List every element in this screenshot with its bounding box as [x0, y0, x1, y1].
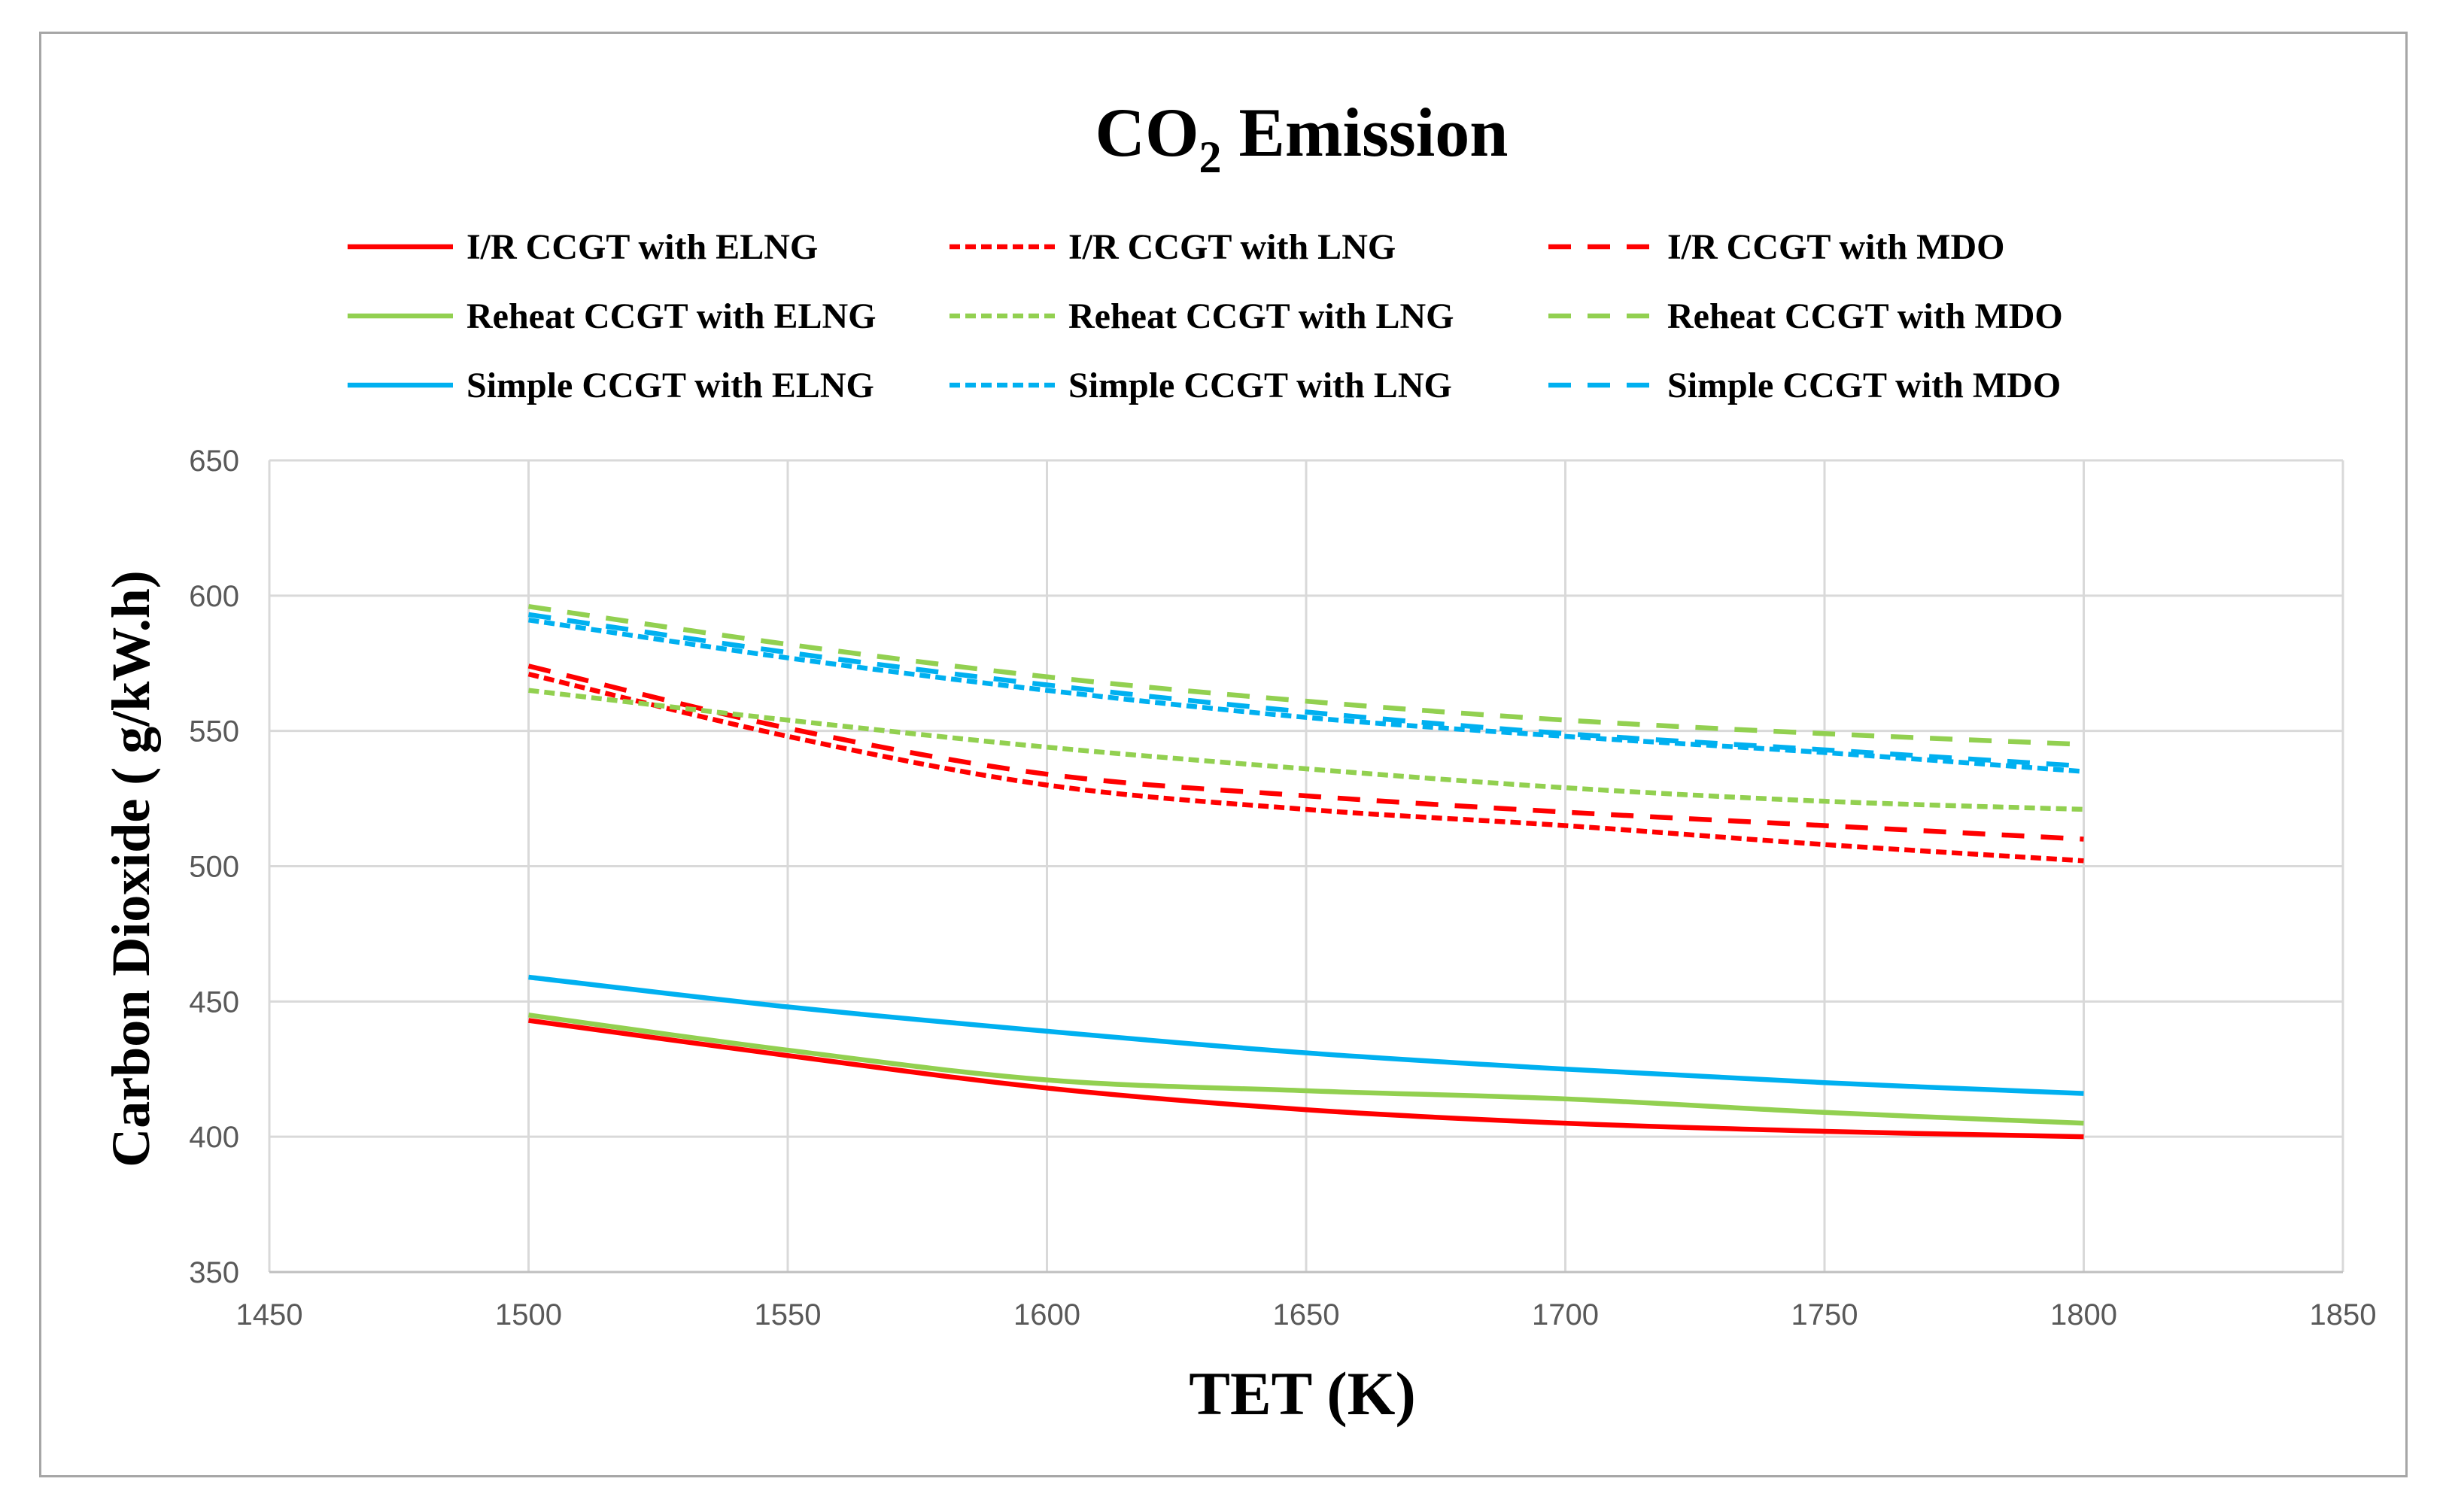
- y-tick-label: 450: [189, 985, 239, 1019]
- series-line: [528, 604, 2084, 747]
- legend-label: Reheat CCGT with LNG: [1068, 296, 1454, 336]
- legend-label: I/R CCGT with LNG: [1068, 227, 1396, 267]
- x-tick-label: 1800: [2050, 1298, 2117, 1331]
- legend: I/R CCGT with ELNG I/R CCGT with LNG I/R C…: [348, 227, 2063, 405]
- y-tick-label: 500: [189, 851, 239, 884]
- series-line: [528, 612, 2084, 769]
- grid: [268, 459, 2344, 1274]
- legend-label: I/R CCGT with ELNG: [466, 227, 818, 267]
- series-line: [527, 663, 2084, 842]
- legend-label: Simple CCGT with LNG: [1068, 366, 1452, 405]
- series-line: [528, 974, 2084, 1096]
- y-tick-label: 650: [189, 445, 239, 478]
- y-tick-label: 550: [189, 715, 239, 748]
- series-line: [527, 671, 2084, 864]
- legend-label: Simple CCGT with ELNG: [466, 366, 874, 405]
- chart-frame: [39, 32, 2408, 1477]
- x-tick-label: 1600: [1013, 1298, 1080, 1331]
- series-line: [528, 1018, 2084, 1140]
- x-tick-label: 1450: [236, 1298, 303, 1331]
- legend-label: Reheat CCGT with MDO: [1667, 296, 2063, 336]
- x-tick-labels: 1450 1500 1550 1600 1650 1700 1750 1800 1850: [236, 1298, 2377, 1331]
- legend-label: Reheat CCGT with ELNG: [466, 296, 876, 336]
- x-tick-label: 1550: [755, 1298, 822, 1331]
- y-tick-label: 350: [189, 1256, 239, 1289]
- y-tick-labels: 350 400 450 500 550 600 650: [189, 445, 239, 1289]
- x-tick-label: 1700: [1532, 1298, 1599, 1331]
- x-axis-title: TET (K): [1189, 1359, 1416, 1428]
- series-line: [528, 688, 2084, 812]
- x-tick-label: 1750: [1791, 1298, 1858, 1331]
- chart-title: CO2 Emission: [1095, 94, 1509, 182]
- y-tick-label: 600: [189, 580, 239, 613]
- x-tick-label: 1500: [495, 1298, 562, 1331]
- x-tick-label: 1650: [1273, 1298, 1340, 1331]
- series-lines: [527, 604, 2084, 1140]
- y-tick-label: 400: [189, 1121, 239, 1154]
- series-line: [528, 617, 2084, 774]
- x-tick-label: 1850: [2310, 1298, 2377, 1331]
- legend-label: I/R CCGT with MDO: [1667, 227, 2004, 267]
- legend-label: Simple CCGT with MDO: [1667, 366, 2061, 405]
- y-axis-title: Carbon Dioxide ( g/kW.h): [101, 570, 161, 1167]
- series-line: [528, 1013, 2084, 1126]
